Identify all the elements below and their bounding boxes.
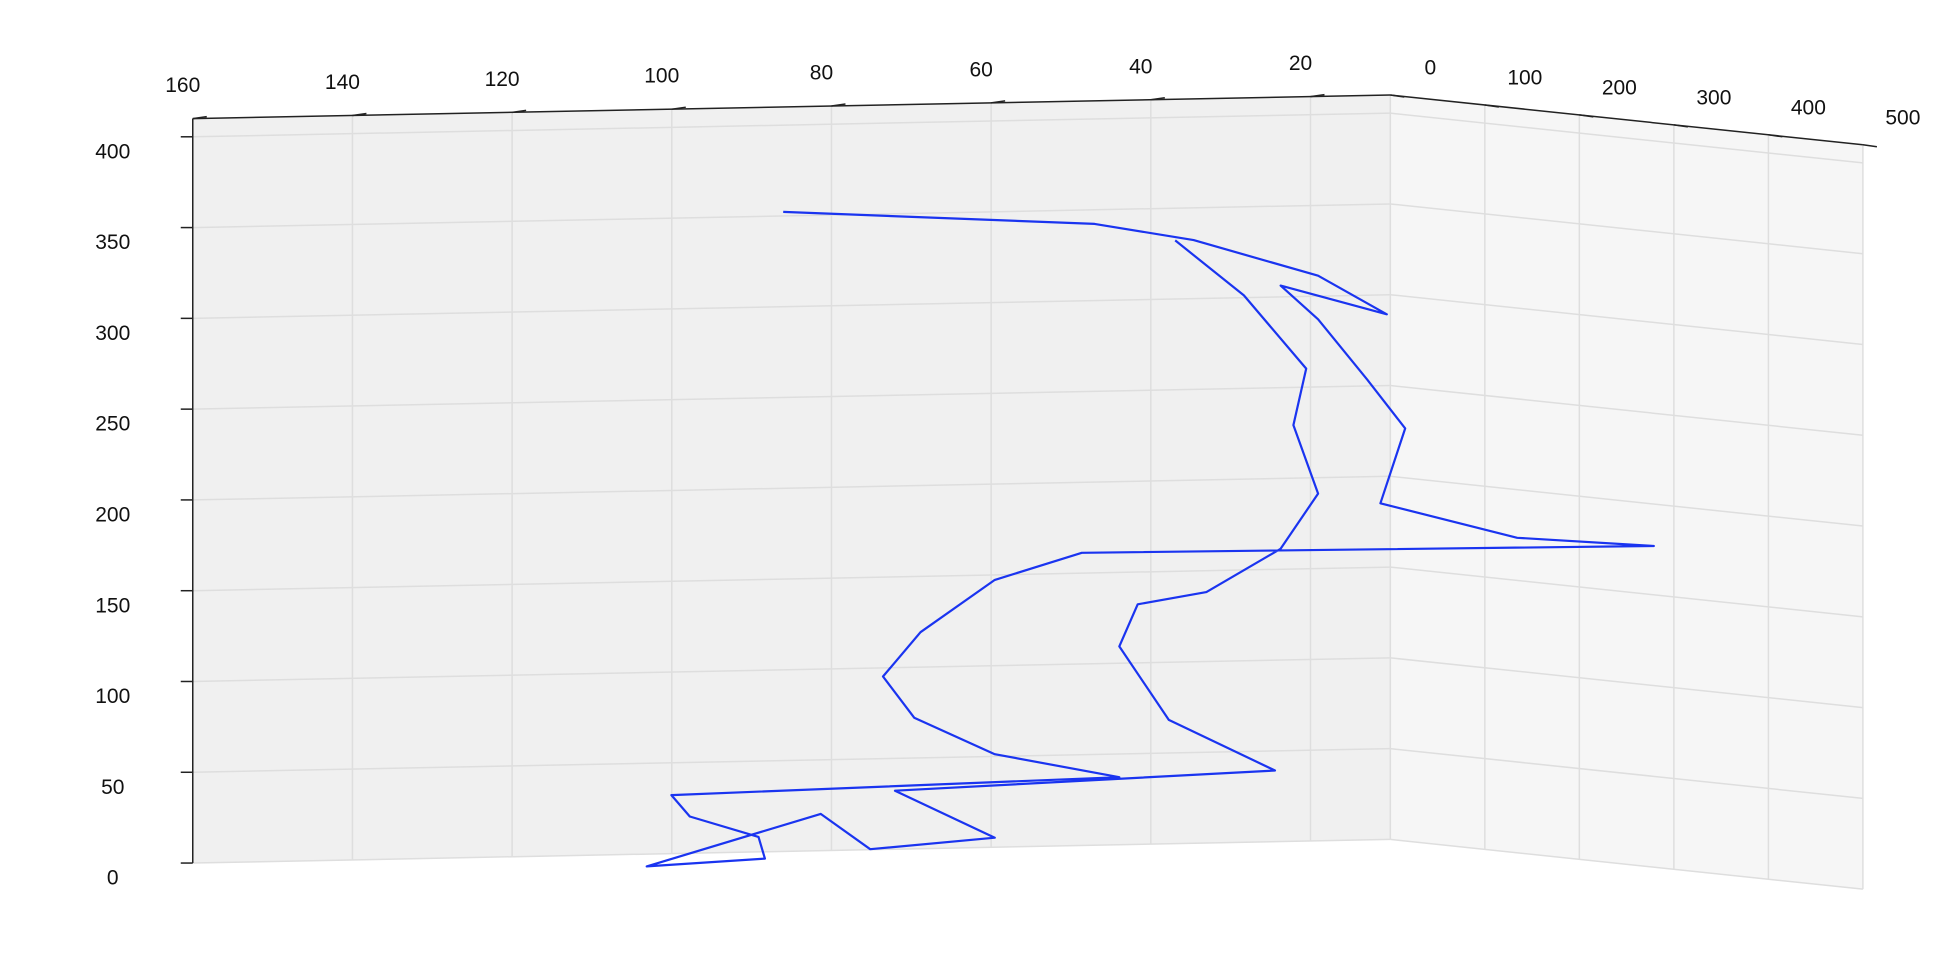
z-tick-label: 250 <box>95 413 130 436</box>
z-tick-label: 400 <box>95 140 130 163</box>
z-grid-line <box>1390 384 1863 437</box>
z-tick-label: 50 <box>101 776 124 799</box>
y-tick-label: 300 <box>1696 86 1731 109</box>
data-line <box>645 210 1655 868</box>
y-tick <box>1673 124 1688 128</box>
y-tick-label: 500 <box>1885 106 1920 129</box>
x-tick <box>192 115 207 120</box>
z-grid-line <box>1390 112 1863 164</box>
z-tick-label: 100 <box>95 685 130 708</box>
left-wall <box>192 95 1391 864</box>
z-grid-line <box>192 747 1391 774</box>
z-tick-label: 150 <box>95 594 130 617</box>
x-tick <box>831 103 846 107</box>
x-tick <box>352 112 367 117</box>
z-grid-line <box>192 384 1391 410</box>
z-tick-label: 200 <box>95 503 130 526</box>
y-tick <box>1768 134 1783 138</box>
y-tick-label: 200 <box>1602 76 1637 99</box>
z-grid-line <box>192 838 1391 864</box>
z-grid-line <box>1390 566 1863 618</box>
x-tick <box>512 109 527 114</box>
x-axis-line <box>192 94 1391 120</box>
z-grid-line <box>192 566 1391 592</box>
x-tick <box>671 106 686 110</box>
z-grid-line <box>1390 293 1863 346</box>
x-tick <box>991 100 1006 104</box>
y-tick <box>1579 114 1594 118</box>
x-tick <box>1310 93 1325 98</box>
x-tick-label: 140 <box>325 71 360 94</box>
y-tick-label: 100 <box>1507 67 1542 90</box>
x-tick-label: 120 <box>485 68 520 91</box>
z-grid-line <box>1390 657 1863 709</box>
y-tick <box>1862 144 1878 148</box>
y-tick-label: 400 <box>1791 96 1826 119</box>
x-tick-label: 100 <box>644 65 679 88</box>
y-axis-line <box>1390 94 1863 146</box>
z-tick-label: 0 <box>107 867 119 890</box>
y-tick-label: 0 <box>1424 57 1436 80</box>
z-grid-line <box>1390 475 1863 527</box>
z-grid-line <box>1390 747 1863 800</box>
x-tick-label: 80 <box>810 62 833 85</box>
x-tick-label: 20 <box>1289 52 1312 75</box>
z-tick-label: 300 <box>95 322 130 345</box>
z-grid-line <box>192 475 1391 501</box>
z-tick-label: 350 <box>95 231 130 254</box>
y-tick <box>1484 104 1499 108</box>
y-tick <box>1390 94 1405 98</box>
z-grid-line <box>192 203 1391 229</box>
z-grid-line <box>192 657 1391 683</box>
x-tick-label: 60 <box>969 58 992 81</box>
z-grid-line <box>192 293 1391 320</box>
back-wall <box>1390 95 1863 890</box>
x-tick <box>1150 96 1165 101</box>
x-tick-label: 40 <box>1129 55 1152 78</box>
z-grid-line <box>1390 838 1863 890</box>
z-grid-line <box>192 112 1391 138</box>
z-grid-line <box>1390 203 1863 255</box>
x-tick-label: 160 <box>165 74 200 97</box>
